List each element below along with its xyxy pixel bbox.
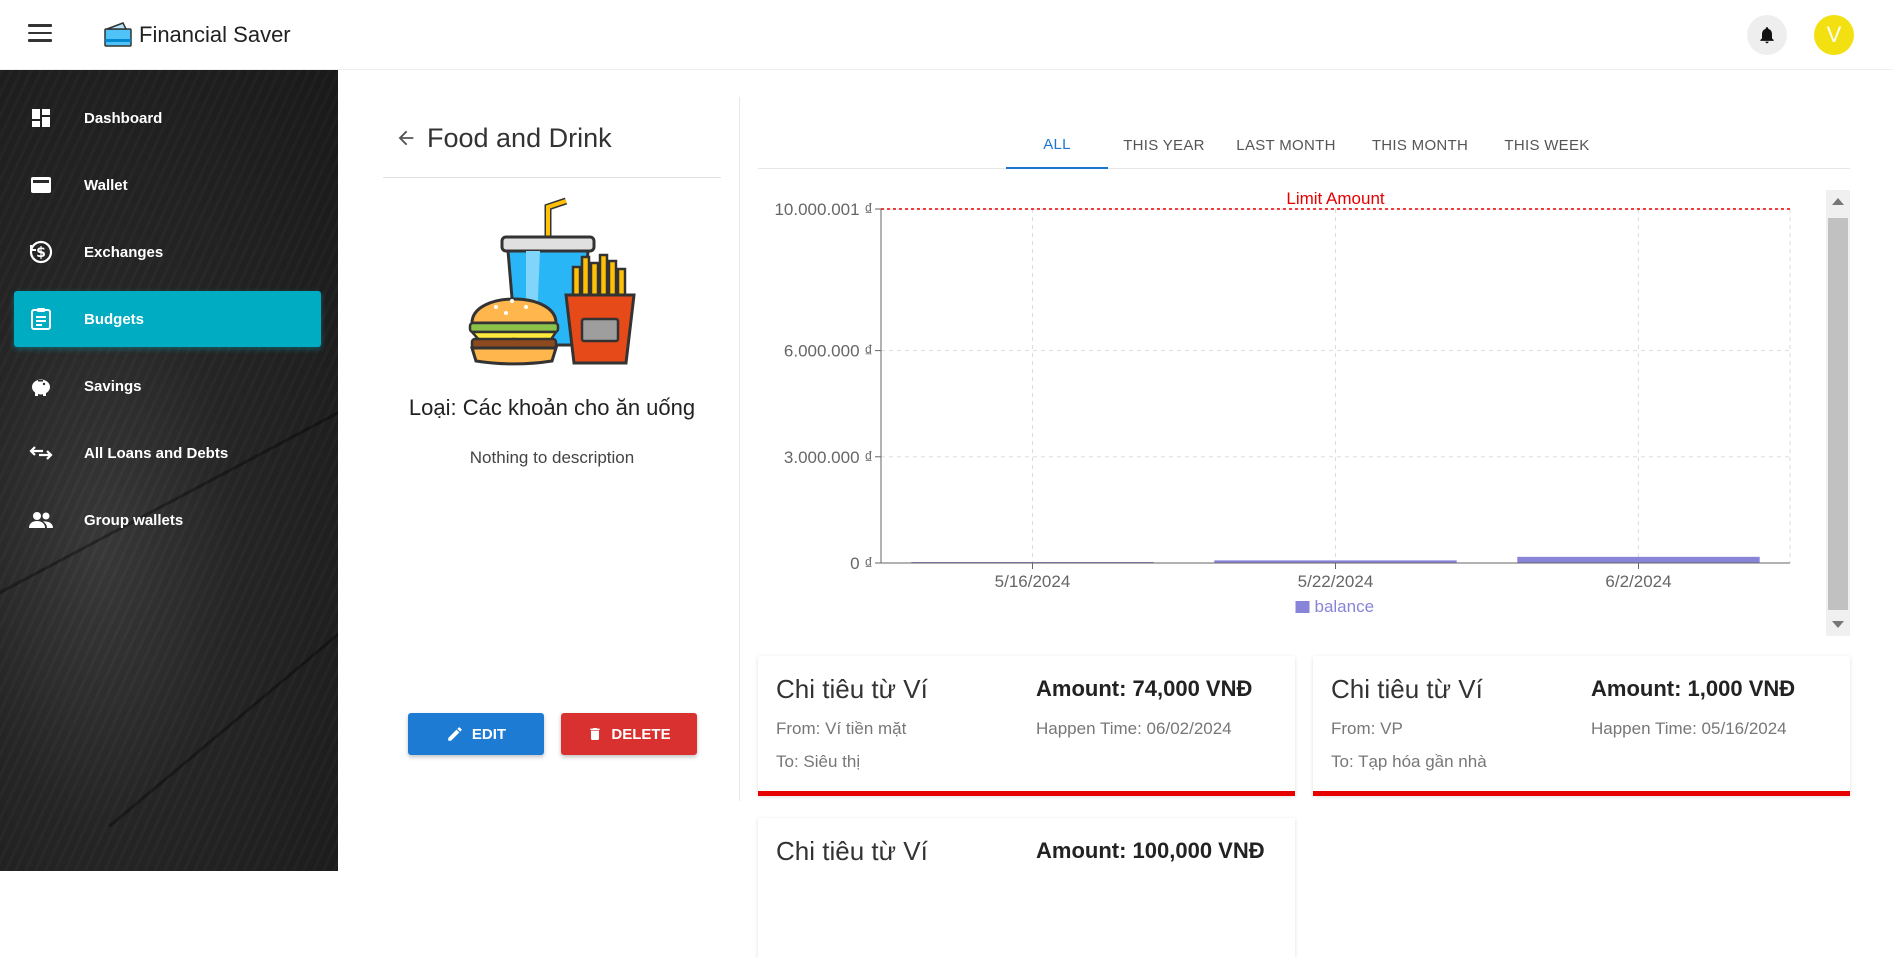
tab-last-month[interactable]: LAST MONTH [1236, 137, 1336, 154]
sidebar-item-exchanges[interactable]: $ Exchanges [14, 224, 321, 280]
sidebar-item-group-wallets[interactable]: Group wallets [14, 492, 321, 548]
budget-title: Food and Drink [427, 123, 612, 153]
sidebar-item-wallet[interactable]: Wallet [14, 157, 321, 213]
sidebar-item-label: Savings [84, 377, 142, 395]
bell-icon [1760, 27, 1774, 44]
back-arrow-icon[interactable] [395, 127, 417, 149]
y-tick-label: 10.000.001 ₫ [774, 200, 873, 219]
transaction-title: Chi tiêu từ Ví [776, 836, 928, 866]
y-tick-label: 3.000.000 ₫ [784, 448, 873, 467]
legend-swatch [1295, 601, 1310, 613]
sidebar-item-label: Exchanges [84, 243, 164, 261]
dashboard-icon [28, 105, 54, 131]
budget-icon [28, 306, 54, 332]
sidebar-item-label: Budgets [84, 310, 144, 328]
delete-label: DELETE [611, 725, 671, 743]
sidebar-item-budgets[interactable]: Budgets [14, 291, 321, 347]
y-tick-label: 6.000.000 ₫ [784, 342, 873, 361]
wallet-icon [28, 172, 54, 198]
tab-this-week[interactable]: THIS WEEK [1504, 137, 1590, 154]
x-tick-label: 6/2/2024 [1605, 572, 1671, 591]
transaction-time: Happen Time: 06/02/2024 [1036, 719, 1232, 738]
delete-button[interactable]: DELETE [561, 713, 697, 755]
x-tick-label: 5/22/2024 [1298, 572, 1374, 591]
transaction-amount: Amount: 74,000 VNĐ [1036, 676, 1253, 701]
bar [1214, 560, 1457, 563]
transaction-card[interactable]: Chi tiêu từ Ví Amount: 1,000 VNĐ From: V… [1313, 656, 1850, 796]
tab-this-year[interactable]: THIS YEAR [1123, 137, 1205, 154]
balance-bar-chart: 0 ₫ 3.000.000 ₫ 6.000.000 ₫ 10.000.001 ₫ Lim… [774, 189, 1791, 616]
transaction-to: To: Tạp hóa gần nhà [1331, 752, 1487, 771]
scroll-down-icon[interactable] [1832, 621, 1844, 628]
sidebar-item-savings[interactable]: Savings [14, 358, 321, 414]
tab-this-month[interactable]: THIS MONTH [1371, 137, 1469, 154]
piggy-bank-icon [28, 373, 54, 399]
transaction-title: Chi tiêu từ Ví [1331, 674, 1483, 704]
transaction-to: To: Siêu thị [776, 752, 861, 771]
edit-button[interactable]: EDIT [408, 713, 544, 755]
bar [1517, 556, 1760, 563]
sidebar-item-loans-debts[interactable]: All Loans and Debts [14, 425, 321, 481]
panel-divider [739, 97, 740, 801]
transaction-card[interactable]: Chi tiêu từ Ví Amount: 100,000 VNĐ [758, 818, 1295, 958]
app-title: Financial Saver [139, 22, 291, 47]
transaction-title: Chi tiêu từ Ví [776, 674, 928, 704]
sidebar: Dashboard Wallet $ Exchanges Budgets Sav… [0, 70, 338, 871]
chart-scrollbar[interactable] [1826, 190, 1850, 636]
budget-category: Loại: Các khoản cho ăn uống [408, 395, 696, 420]
x-tick-label: 5/16/2024 [995, 572, 1071, 591]
budget-description: Nothing to description [469, 448, 635, 467]
exchange-icon: $ [28, 239, 54, 265]
limit-label: Limit Amount [1286, 189, 1385, 208]
svg-text:$: $ [36, 245, 46, 261]
food-and-drink-icon [468, 197, 636, 366]
divider [383, 177, 721, 178]
budget-chart: 0 ₫ 3.000.000 ₫ 6.000.000 ₫ 10.000.001 ₫ Lim… [758, 186, 1850, 636]
scroll-up-icon[interactable] [1832, 198, 1844, 205]
sidebar-item-label: All Loans and Debts [84, 444, 229, 462]
scroll-thumb[interactable] [1828, 218, 1848, 610]
group-icon [28, 507, 54, 533]
transaction-from: From: VP [1331, 719, 1403, 738]
notification-button[interactable] [1747, 15, 1787, 55]
wallet-logo-icon [104, 22, 132, 47]
trash-icon [590, 728, 601, 740]
transaction-amount: Amount: 1,000 VNĐ [1591, 676, 1796, 701]
top-app-bar: Financial Saver V [0, 0, 1893, 70]
sidebar-item-label: Wallet [84, 176, 128, 194]
edit-label: EDIT [471, 725, 507, 743]
sidebar-item-label: Dashboard [84, 109, 163, 127]
sidebar-item-label: Group wallets [84, 511, 184, 529]
y-tick-label: 0 ₫ [850, 554, 873, 573]
tab-all[interactable]: ALL [1006, 122, 1108, 169]
transaction-from: From: Ví tiền mặt [776, 719, 907, 738]
pencil-icon [448, 727, 462, 741]
budget-detail-panel: Food and Drink Loại: Các khoản cho ăn uố… [383, 97, 721, 797]
menu-icon[interactable] [28, 24, 52, 44]
transaction-amount: Amount: 100,000 VNĐ [1036, 838, 1265, 863]
period-tabs: ALL THIS YEAR LAST MONTH THIS MONTH THIS… [758, 122, 1850, 169]
transaction-time: Happen Time: 05/16/2024 [1591, 719, 1787, 738]
user-avatar[interactable]: V [1814, 15, 1854, 55]
transfer-arrows-icon [28, 440, 54, 466]
transaction-card[interactable]: Chi tiêu từ Ví Amount: 74,000 VNĐ From: … [758, 656, 1295, 796]
legend-label: balance [1315, 597, 1375, 616]
sidebar-item-dashboard[interactable]: Dashboard [14, 90, 321, 146]
